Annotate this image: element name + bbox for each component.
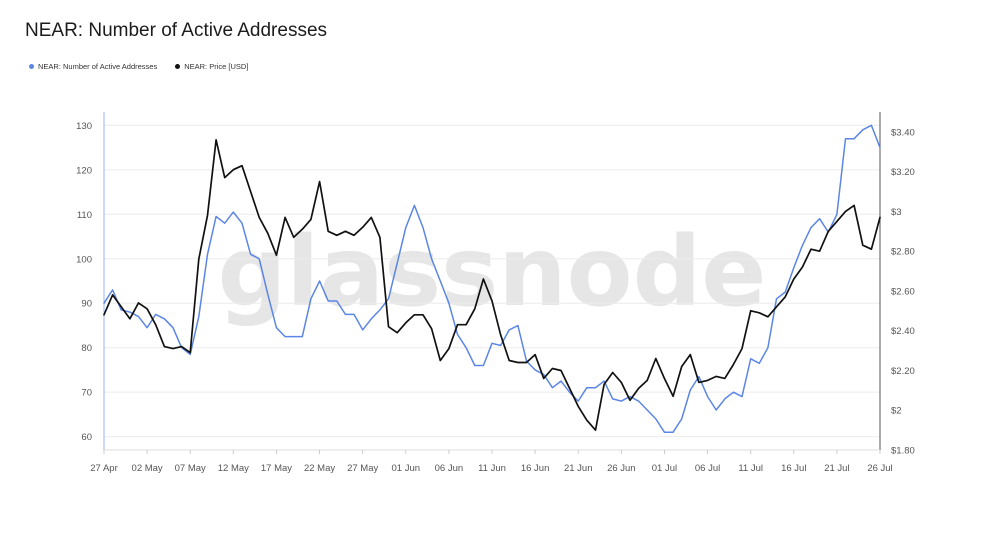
x-tick-label: 16 Jul <box>781 463 806 474</box>
y-left-tick-label: 100 <box>76 254 92 265</box>
x-tick-label: 27 May <box>347 463 378 474</box>
y-right-tick-label: $2.80 <box>891 247 915 258</box>
legend-item-active-addresses[interactable]: NEAR: Number of Active Addresses <box>29 62 157 71</box>
legend-item-price[interactable]: NEAR: Price [USD] <box>175 62 248 71</box>
series-line-active-addresses <box>103 124 881 433</box>
x-tick-label: 21 Jul <box>824 463 849 474</box>
x-tick-label: 22 May <box>304 463 335 474</box>
y-left-tick-label: 130 <box>76 121 92 132</box>
y-left-tick-label: 110 <box>77 210 92 221</box>
legend-label-price: NEAR: Price [USD] <box>184 62 249 71</box>
y-right-tick-label: $1.80 <box>891 446 915 457</box>
x-tick-label: 01 Jul <box>652 463 677 474</box>
y-left-tick-label: 60 <box>81 432 92 443</box>
x-tick-label: 21 Jun <box>564 463 593 474</box>
x-tick-label: 06 Jul <box>695 463 720 474</box>
watermark: glassnode <box>218 216 767 328</box>
x-tick-label: 11 Jul <box>738 463 763 474</box>
x-tick-label: 07 May <box>175 463 206 474</box>
series-line-price <box>103 138 881 431</box>
x-tick-label: 02 May <box>132 463 163 474</box>
y-right-tick-label: $2.60 <box>891 286 915 297</box>
y-left-tick-label: 80 <box>81 343 92 354</box>
y-left-tick-label: 70 <box>81 388 92 399</box>
x-tick-label: 17 May <box>261 463 292 474</box>
y-left-tick-label: 120 <box>76 165 92 176</box>
x-tick-label: 11 Jun <box>478 463 506 474</box>
x-tick-label: 06 Jun <box>435 463 464 474</box>
y-right-tick-label: $3 <box>891 207 902 218</box>
legend-label-active-addresses: NEAR: Number of Active Addresses <box>38 62 158 71</box>
y-right-tick-label: $3.20 <box>891 167 915 178</box>
legend-dot-active-addresses <box>29 64 34 69</box>
x-tick-label: 12 May <box>218 463 249 474</box>
y-right-tick-label: $2 <box>891 406 902 417</box>
y-left-tick-label: 90 <box>81 299 92 310</box>
y-right-tick-label: $3.40 <box>891 127 915 138</box>
chart-title: NEAR: Number of Active Addresses <box>25 20 328 41</box>
legend: NEAR: Number of Active Addresses NEAR: P… <box>29 62 248 71</box>
y-right-tick-label: $2.20 <box>891 366 915 377</box>
x-tick-label: 26 Jun <box>607 463 636 474</box>
legend-dot-price <box>175 64 181 69</box>
x-tick-label: 01 Jun <box>392 463 421 474</box>
x-tick-label: 27 Apr <box>90 463 117 474</box>
y-right-tick-label: $2.40 <box>891 326 915 337</box>
x-tick-label: 16 Jun <box>521 463 550 474</box>
x-tick-label: 26 Jul <box>867 463 892 474</box>
